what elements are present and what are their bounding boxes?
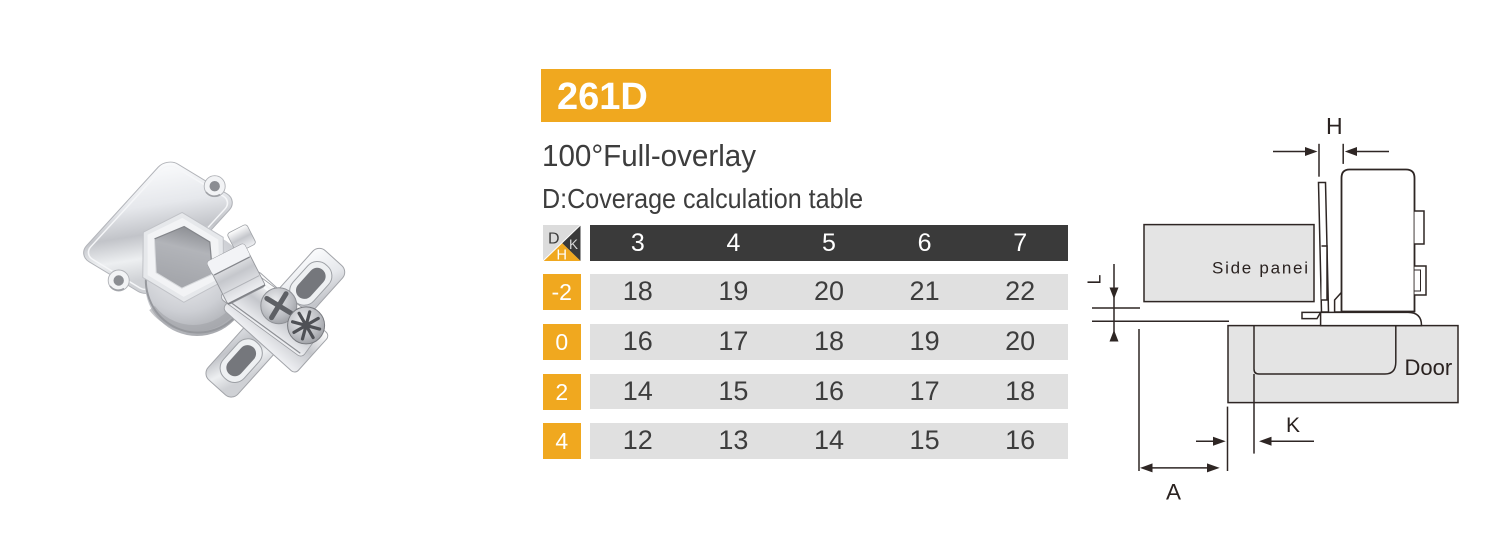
- svg-text:Door: Door: [1405, 355, 1453, 380]
- svg-text:A: A: [1166, 480, 1181, 505]
- svg-text:H: H: [557, 247, 567, 261]
- svg-text:D: D: [548, 230, 560, 247]
- svg-text:Side panei: Side panei: [1212, 259, 1308, 278]
- svg-text:L: L: [1085, 274, 1105, 284]
- svg-text:K: K: [1286, 414, 1300, 437]
- svg-text:K: K: [569, 237, 578, 252]
- svg-text:H: H: [1326, 113, 1343, 139]
